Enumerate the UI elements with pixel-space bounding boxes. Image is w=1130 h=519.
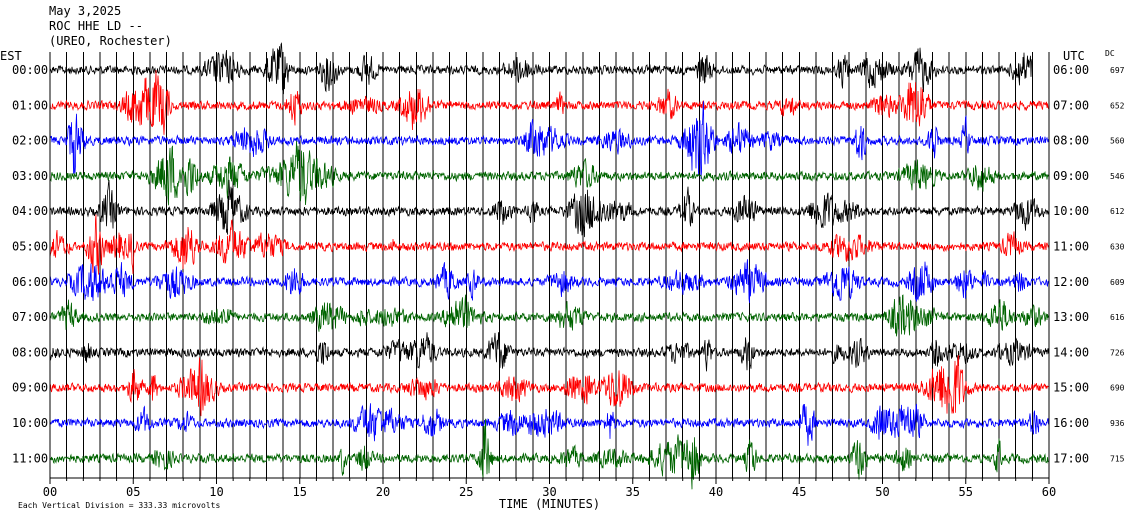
x-tick-label: 25 (459, 485, 473, 499)
trace-0700-line (49, 294, 1050, 337)
x-tick-label: 60 (1042, 485, 1056, 499)
trace-0600-line (49, 259, 1050, 303)
est-hour-label: 00:00 (12, 63, 48, 77)
trace-0800-line (49, 332, 1050, 372)
est-hour-label: 10:00 (12, 416, 48, 430)
trace-0200-line (49, 101, 1050, 179)
est-hour-label: 02:00 (12, 134, 48, 148)
x-axis-title: TIME (MINUTES) (499, 497, 600, 511)
est-axis-label: EST (0, 49, 22, 63)
dc-offset-value: 630 (1110, 243, 1125, 252)
utc-hour-label: 09:00 (1053, 169, 1089, 183)
trace-0300-line (49, 140, 1050, 206)
vertical-scale-note: Each Vertical Division = 333.33 microvol… (18, 501, 220, 510)
station-network: (UREO, Rochester) (49, 34, 172, 48)
dc-offset-value: 715 (1110, 454, 1125, 463)
dc-offset-value: 726 (1110, 348, 1125, 357)
est-hour-label: 01:00 (12, 98, 48, 112)
station-code: ROC HHE LD -- (49, 19, 143, 33)
trace-1000-line (49, 403, 1050, 446)
x-tick-label: 10 (209, 485, 223, 499)
dc-offset-value: 616 (1110, 313, 1125, 322)
x-tick-label: 00 (43, 485, 57, 499)
est-hour-label: 03:00 (12, 169, 48, 183)
utc-hour-label: 07:00 (1053, 98, 1089, 112)
utc-hour-label: 12:00 (1053, 275, 1089, 289)
dc-offset-value: 936 (1110, 419, 1125, 428)
dc-offset-value: 560 (1110, 137, 1125, 146)
x-tick-label: 30 (542, 485, 556, 499)
trace-0900-line (49, 355, 1050, 417)
utc-hour-label: 06:00 (1053, 63, 1089, 77)
minute-gridlines (66, 52, 1033, 478)
utc-hour-label: 11:00 (1053, 240, 1089, 254)
est-hour-label: 08:00 (12, 345, 48, 359)
utc-hour-label: 15:00 (1053, 381, 1089, 395)
trace-0500-line (49, 214, 1050, 275)
chart-date: May 3,2025 (49, 4, 122, 18)
est-hour-label: 07:00 (12, 310, 48, 324)
trace-0400-line (49, 179, 1050, 238)
x-tick-label: 15 (293, 485, 307, 499)
trace-0000-line (49, 42, 1033, 95)
utc-hour-label: 13:00 (1053, 310, 1089, 324)
x-tick-label: 35 (626, 485, 640, 499)
dc-offset-value: 609 (1110, 278, 1125, 287)
seismic-traces (49, 42, 1050, 490)
utc-hour-label: 17:00 (1053, 451, 1089, 465)
x-tick-label: 55 (959, 485, 973, 499)
axis-labels: EST UTC DC 00:00 06:00 697 01:00 07:00 652 02:00 0… (0, 49, 1125, 511)
dc-column-label: DC (1105, 49, 1115, 58)
utc-hour-label: 10:00 (1053, 204, 1089, 218)
x-tick-label: 05 (126, 485, 140, 499)
x-tick-label: 20 (376, 485, 390, 499)
utc-hour-label: 16:00 (1053, 416, 1089, 430)
utc-axis-label: UTC (1063, 49, 1085, 63)
est-hour-label: 04:00 (12, 204, 48, 218)
dc-offset-value: 612 (1110, 207, 1125, 216)
dc-offset-value: 690 (1110, 384, 1125, 393)
dc-offset-value: 546 (1110, 172, 1125, 181)
dc-offset-value: 697 (1110, 66, 1125, 75)
utc-hour-label: 08:00 (1053, 134, 1089, 148)
trace-1100-line (49, 418, 1050, 490)
est-hour-label: 06:00 (12, 275, 48, 289)
utc-hour-label: 14:00 (1053, 345, 1089, 359)
dc-offset-value: 652 (1110, 101, 1125, 110)
x-tick-label: 40 (709, 485, 723, 499)
x-tick-label: 45 (792, 485, 806, 499)
x-tick-label: 50 (875, 485, 889, 499)
est-hour-label: 11:00 (12, 451, 48, 465)
trace-0100-line (49, 70, 1050, 135)
plot-frame (49, 52, 1050, 484)
est-hour-label: 09:00 (12, 381, 48, 395)
est-hour-label: 05:00 (12, 240, 48, 254)
